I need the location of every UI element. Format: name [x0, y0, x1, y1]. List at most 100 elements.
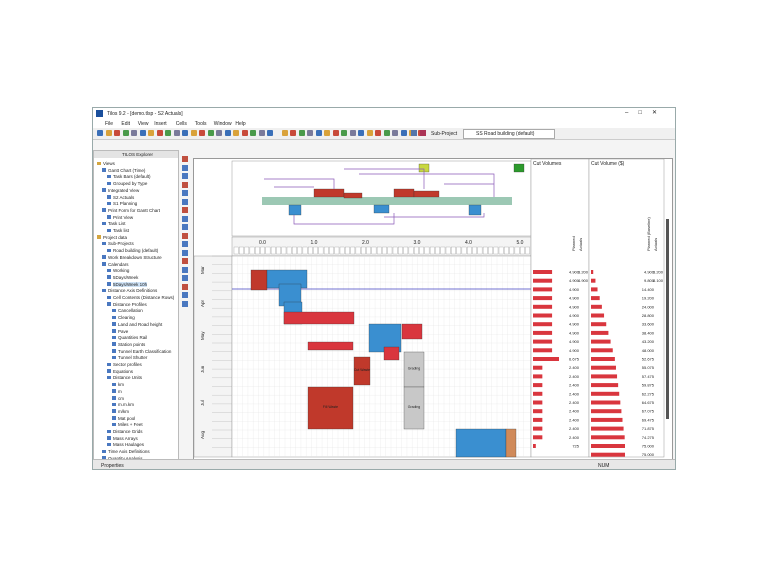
tree-item[interactable]: Cancellation	[118, 308, 143, 314]
toolbar-button[interactable]	[258, 130, 265, 136]
tree-item[interactable]: Quantity Analysis	[108, 455, 143, 460]
tool-icon[interactable]	[182, 241, 188, 247]
tree-item[interactable]: km	[118, 382, 124, 388]
tree-item[interactable]: Work Breakdown Structure	[108, 254, 162, 260]
toolbar-button[interactable]	[114, 130, 120, 136]
menu-item[interactable]: Window	[213, 121, 232, 127]
toolbar-button[interactable]	[392, 130, 398, 136]
toolbar-button[interactable]	[224, 130, 231, 136]
toolbar-button[interactable]	[375, 130, 381, 136]
tree-item[interactable]: Land and Road height	[118, 321, 163, 327]
toolbar-button[interactable]	[315, 130, 322, 136]
toolbar-button[interactable]	[173, 130, 180, 136]
toolbar-button[interactable]	[122, 130, 129, 136]
menu-item[interactable]: Tools	[194, 121, 207, 127]
toolbar-button[interactable]	[148, 130, 154, 136]
tree-item[interactable]: Time Axis Definitions	[108, 449, 150, 455]
tree-item[interactable]: Mass Arrays	[113, 435, 138, 441]
menu-item[interactable]: Cells	[175, 121, 187, 127]
tool-icon[interactable]	[182, 164, 188, 171]
tree-item[interactable]: Pave	[118, 328, 129, 334]
tree-item[interactable]: Print Form for Gantt Chart	[108, 207, 161, 213]
tree-item[interactable]: S2 Actuals	[113, 194, 135, 200]
toolbar-button[interactable]	[420, 130, 426, 136]
subproject-select[interactable]: SS Road building (default)	[463, 129, 555, 139]
tool-icon[interactable]	[182, 198, 188, 205]
tree-item[interactable]: Task list	[113, 228, 130, 233]
tool-icon[interactable]	[182, 266, 188, 273]
toolbar-button[interactable]	[216, 130, 222, 136]
toolbar-button[interactable]	[267, 130, 273, 136]
tree-item[interactable]: 5Days/Week	[113, 274, 139, 280]
tree-item[interactable]: Print View	[113, 214, 134, 220]
tool-icon[interactable]	[182, 190, 188, 196]
tool-icon[interactable]	[182, 181, 188, 188]
tool-icon[interactable]	[182, 258, 188, 264]
toolbar-button[interactable]	[366, 130, 373, 136]
window-controls[interactable]: –□✕	[625, 110, 667, 116]
tree-item[interactable]: m/km	[118, 408, 129, 414]
tree-item[interactable]: Project data	[103, 234, 128, 240]
toolbar-button[interactable]	[182, 130, 188, 136]
tree-item[interactable]: Calendars	[108, 261, 129, 267]
tree-item[interactable]: Miles + Feet	[118, 422, 143, 428]
toolbar-button[interactable]	[290, 130, 296, 136]
tree-item[interactable]: Working	[113, 268, 130, 274]
tree-item[interactable]: Task List	[108, 221, 126, 227]
toolbar-button[interactable]	[341, 130, 347, 136]
toolbar-button[interactable]	[165, 130, 171, 136]
toolbar-button[interactable]	[383, 130, 390, 136]
toolbar-button[interactable]	[307, 130, 313, 136]
toolbar-button[interactable]	[139, 130, 146, 136]
toolbar-button[interactable]	[332, 130, 339, 136]
toolbar-button[interactable]	[250, 130, 256, 136]
toolbar-button[interactable]	[105, 130, 112, 136]
toolbar-button[interactable]	[156, 130, 163, 136]
toolbar-button[interactable]	[190, 130, 197, 136]
tool-icon[interactable]	[182, 275, 188, 281]
tree-item[interactable]: Distance Axis Definitions	[108, 288, 158, 294]
tree-item[interactable]: Integrated View	[108, 187, 140, 193]
tree-item[interactable]: Task Bars (default)	[113, 174, 151, 180]
menu-item[interactable]: Edit	[121, 121, 131, 127]
tree-item[interactable]: Distance Profiles	[113, 301, 147, 307]
toolbar-button[interactable]	[199, 130, 205, 136]
tree-item[interactable]: Mat pool	[118, 415, 136, 421]
toolbar-button[interactable]	[358, 130, 364, 136]
tool-icon[interactable]	[182, 215, 188, 222]
toolbar-button[interactable]	[241, 130, 248, 136]
toolbar-button[interactable]	[400, 130, 407, 136]
tool-icon[interactable]	[182, 224, 188, 230]
tree-item[interactable]: Mass Haulages	[113, 442, 145, 448]
tree-item[interactable]: Distance Units	[113, 375, 143, 381]
tool-icon[interactable]	[182, 283, 188, 290]
tool-icon[interactable]	[182, 207, 188, 213]
tree-item[interactable]: Views	[103, 161, 115, 166]
toolbar-button[interactable]	[411, 130, 417, 136]
tool-icon[interactable]	[182, 249, 188, 256]
tree-item[interactable]: Gantt Chart (Time)	[108, 167, 146, 173]
menu-item[interactable]: File	[105, 121, 114, 127]
tree-item[interactable]: Tunnel Shutter	[118, 355, 148, 361]
tree-item[interactable]: Clearing	[118, 315, 135, 321]
menu-item[interactable]: Help	[235, 121, 246, 127]
tree-item[interactable]: Grouped by Type	[113, 181, 148, 187]
menu-item[interactable]: View	[137, 121, 149, 127]
tool-icon[interactable]	[182, 232, 188, 239]
tree-item[interactable]: Sub-Projects	[108, 241, 134, 247]
tree-item[interactable]: Equations	[113, 368, 134, 374]
tool-icon[interactable]	[182, 156, 188, 162]
tool-icon[interactable]	[182, 292, 188, 298]
toolbar-button[interactable]	[281, 130, 288, 136]
toolbar-button[interactable]	[298, 130, 305, 136]
toolbar-button[interactable]	[131, 130, 137, 136]
tree-item[interactable]: m.m.km	[118, 402, 134, 408]
tree-item[interactable]: Sector profiles	[113, 362, 142, 367]
tree-item[interactable]: m	[118, 388, 122, 394]
tree-item[interactable]: Distance Grids	[113, 429, 143, 434]
tool-icon[interactable]	[182, 173, 188, 179]
menu-item[interactable]: Insert	[154, 121, 167, 127]
tree-item[interactable]: S1 Planning	[113, 201, 138, 207]
tree-item[interactable]: 5Days/Week 10h	[113, 281, 148, 287]
toolbar-button[interactable]	[233, 130, 239, 136]
